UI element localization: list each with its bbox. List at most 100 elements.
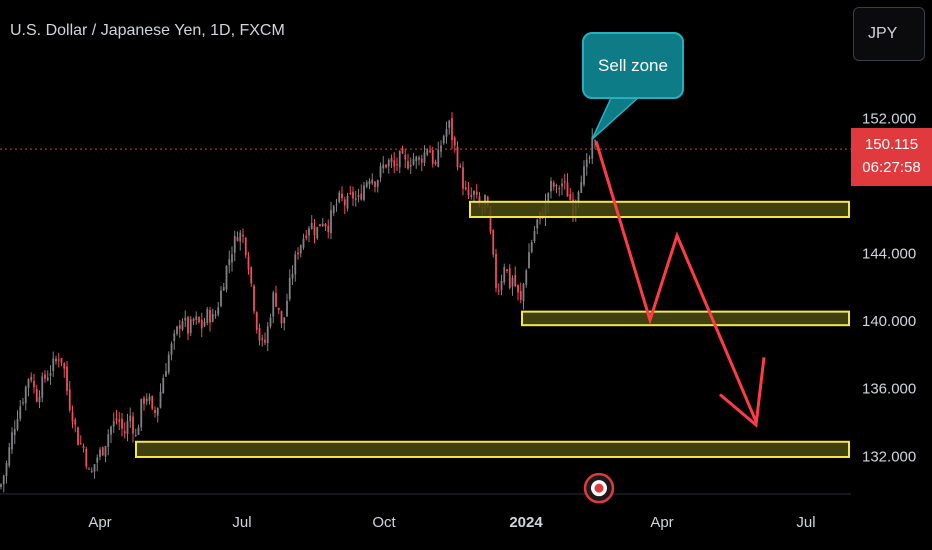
- candle-body: [178, 325, 181, 329]
- candle-body: [533, 230, 536, 242]
- candle-body: [288, 277, 291, 300]
- candle-body: [324, 223, 327, 227]
- candle-body: [143, 397, 145, 404]
- currency-button[interactable]: JPY: [853, 7, 925, 61]
- candle-body: [418, 157, 420, 160]
- candle-body: [55, 358, 57, 362]
- candle-body: [335, 204, 338, 206]
- candle-body: [52, 358, 55, 371]
- callout-text: Sell zone: [598, 55, 668, 75]
- candle-body: [497, 290, 500, 292]
- candle-body: [33, 380, 35, 388]
- candles: [0, 112, 596, 493]
- candle-body: [255, 312, 258, 330]
- candle-body: [552, 182, 555, 187]
- candle-body: [393, 160, 396, 167]
- candle-body: [16, 419, 19, 430]
- candle-body: [407, 161, 409, 169]
- candle-body: [203, 321, 206, 327]
- candle-body: [558, 187, 561, 189]
- candle-body: [376, 180, 379, 187]
- candle-body: [310, 223, 313, 229]
- candle-body: [475, 191, 478, 195]
- candle-body: [415, 156, 418, 162]
- candle-body: [5, 463, 8, 477]
- candle-body: [398, 150, 401, 168]
- candle-body: [250, 267, 253, 284]
- candle-body: [244, 237, 247, 256]
- candle-body: [266, 326, 269, 344]
- candle-body: [123, 431, 126, 434]
- candle-body: [57, 359, 60, 361]
- candle-body: [330, 210, 332, 234]
- candle-body: [346, 195, 349, 209]
- candle-body: [198, 317, 200, 323]
- y-tick-label-2: 144.000: [862, 246, 916, 263]
- candle-body: [211, 313, 214, 322]
- axes: 152.000 144.000 140.000 136.000 132.000 Apr Ju…: [88, 110, 916, 531]
- candle-body: [453, 137, 456, 146]
- candle-body: [354, 198, 357, 200]
- candle-body: [30, 376, 33, 381]
- candle-body: [11, 432, 13, 450]
- candle-body: [368, 180, 371, 185]
- candle-body: [261, 338, 264, 340]
- candle-body: [371, 179, 374, 184]
- candle-body: [594, 139, 596, 141]
- candle-body: [302, 238, 305, 248]
- candle-body: [365, 182, 368, 187]
- candle-body: [19, 406, 22, 419]
- chart-title: U.S. Dollar / Japanese Yen, 1D, FXCM: [10, 22, 285, 39]
- candle-body: [79, 443, 82, 445]
- candle-body: [404, 154, 407, 160]
- candle-body: [291, 273, 294, 279]
- candle-body: [591, 137, 594, 159]
- candle-body: [522, 283, 525, 302]
- candle-body: [563, 181, 566, 183]
- candle-body: [555, 185, 558, 187]
- candle-body: [68, 389, 71, 411]
- candle-body: [77, 427, 79, 446]
- candle-body: [500, 280, 503, 291]
- candle-body: [217, 307, 220, 315]
- candle-body: [286, 300, 288, 317]
- x-tick-label-5: Apr: [650, 514, 673, 531]
- candle-body: [93, 464, 96, 472]
- candle-body: [71, 412, 74, 422]
- candle-body: [189, 319, 192, 333]
- candle-body: [99, 449, 101, 457]
- candle-body: [126, 420, 129, 435]
- candle-body: [299, 245, 302, 254]
- candle-body: [60, 357, 63, 363]
- y-tick-label-3: 140.000: [862, 313, 916, 330]
- candle-body: [426, 149, 429, 155]
- candle-body: [349, 192, 352, 194]
- projection-path: [594, 140, 758, 423]
- candle-body: [195, 316, 198, 320]
- candle-body: [41, 376, 44, 398]
- candle-body: [184, 317, 187, 321]
- candle-body: [129, 415, 132, 422]
- candle-body: [385, 164, 387, 168]
- candle-body: [321, 223, 324, 226]
- candle-body: [264, 339, 266, 343]
- candle-body: [115, 418, 118, 421]
- candle-body: [85, 448, 88, 467]
- candle-body: [272, 292, 275, 317]
- candle-body: [492, 230, 495, 255]
- candle-body: [148, 396, 151, 401]
- candle-body: [525, 270, 528, 285]
- sell-zone-callout: Sell zone: [582, 32, 684, 99]
- candle-body: [530, 242, 533, 253]
- x-tick-label-1: Apr: [88, 514, 111, 531]
- candle-body: [165, 371, 167, 377]
- x-tick-label-4: 2024: [509, 514, 543, 531]
- candle-body: [440, 145, 442, 152]
- candle-body: [74, 419, 77, 425]
- candle-body: [431, 150, 434, 164]
- candle-body: [82, 446, 85, 448]
- candle-body: [247, 256, 250, 270]
- candle-body: [313, 225, 316, 236]
- candle-body: [341, 193, 343, 199]
